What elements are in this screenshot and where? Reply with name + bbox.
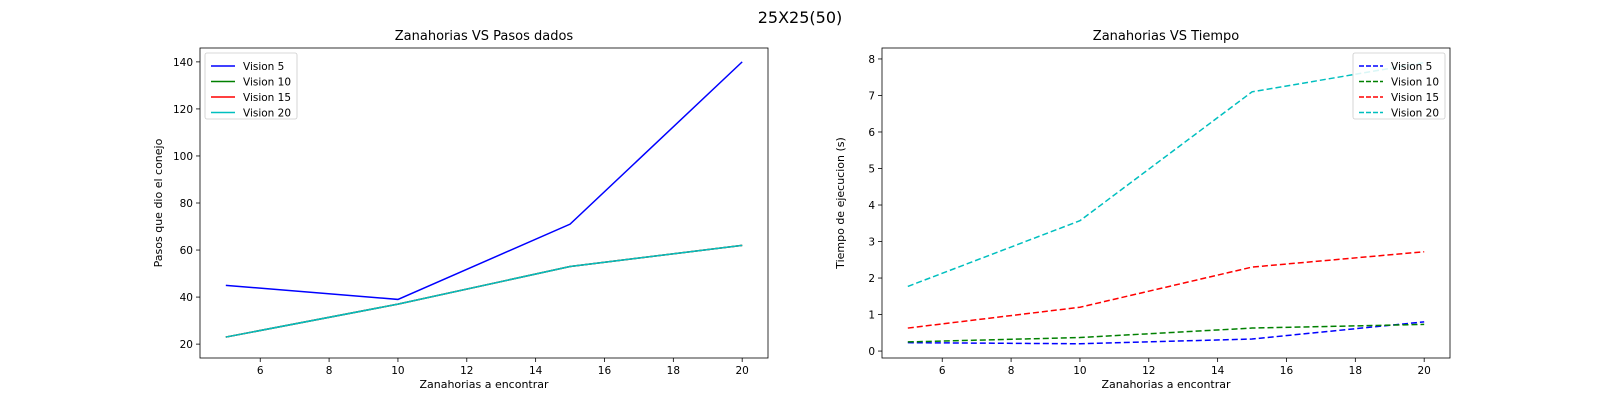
plot-area-frame: [199, 47, 769, 359]
x-axis-label: Zanahorias a encontrar: [1101, 378, 1231, 391]
series-line-vision-10: [907, 323, 1425, 343]
plot-area-frame: [881, 47, 1451, 359]
legend-label: Vision 5: [1391, 61, 1432, 73]
y-tick-label: 0: [868, 346, 875, 358]
y-tick-label: 3: [868, 237, 875, 249]
y-tick-label: 7: [868, 90, 875, 102]
legend-label: Vision 15: [1391, 92, 1439, 104]
y-tick-label: 8: [868, 54, 875, 66]
y-tick-label: 4: [868, 200, 875, 212]
x-tick-label: 8: [1008, 365, 1015, 377]
figure-title: 25X25(50): [758, 8, 843, 27]
x-tick-label: 12: [460, 365, 473, 377]
y-tick-label: 140: [173, 57, 193, 69]
series-line-vision-5: [907, 321, 1425, 345]
y-tick-label: 2: [868, 273, 875, 285]
legend-label: Vision 20: [1391, 108, 1439, 120]
series-line-vision-20: [907, 61, 1425, 288]
x-tick-label: 16: [1280, 365, 1294, 377]
x-tick-label: 12: [1142, 365, 1155, 377]
legend: Vision 5 Vision 10 Vision 15 Vision 20: [1352, 52, 1446, 120]
y-tick-label: 120: [173, 104, 193, 116]
legend-label: Vision 15: [243, 92, 291, 104]
y-tick-label: 6: [868, 127, 875, 139]
chart-title: Zanahorias VS Pasos dados: [395, 29, 574, 44]
legend-box: [1352, 52, 1446, 120]
x-tick-label: 20: [1417, 365, 1430, 377]
x-tick-label: 14: [529, 365, 543, 377]
x-tick-label: 6: [257, 365, 264, 377]
y-tick-label: 5: [868, 163, 875, 175]
y-tick-label: 60: [180, 245, 193, 257]
chart-steps: Zanahorias VS Pasos dados 6 8 10 12 14 16 18 20 2…: [152, 29, 769, 391]
chart-title: Zanahorias VS Tiempo: [1093, 29, 1239, 44]
y-axis-label: Pasos que dio el conejo: [152, 138, 165, 267]
legend-label: Vision 10: [1391, 77, 1439, 89]
legend-label: Vision 10: [243, 77, 291, 89]
y-tick-label: 100: [173, 151, 193, 163]
x-tick-label: 10: [391, 365, 404, 377]
x-tick-label: 18: [1349, 365, 1362, 377]
legend-label: Vision 20: [243, 108, 291, 120]
x-tick-label: 16: [598, 365, 612, 377]
y-tick-label: 20: [180, 339, 193, 351]
series-line-vision-5: [225, 61, 743, 301]
y-tick-label: 1: [868, 310, 875, 322]
legend-box: [204, 52, 298, 120]
x-tick-label: 20: [735, 365, 748, 377]
x-tick-label: 14: [1211, 365, 1225, 377]
x-tick-label: 18: [667, 365, 680, 377]
x-axis-label: Zanahorias a encontrar: [419, 378, 549, 391]
y-axis-label: Tiempo de ejecucion (s): [834, 137, 847, 270]
x-tick-label: 6: [939, 365, 946, 377]
series-line-vision-15: [907, 251, 1425, 329]
y-tick-label: 40: [180, 292, 193, 304]
x-tick-label: 10: [1073, 365, 1086, 377]
series-line-vision-20: [225, 244, 743, 338]
legend-label: Vision 5: [243, 61, 284, 73]
x-tick-label: 8: [326, 365, 333, 377]
y-tick-label: 80: [180, 198, 193, 210]
legend: Vision 5 Vision 10 Vision 15 Vision 20: [204, 52, 298, 120]
